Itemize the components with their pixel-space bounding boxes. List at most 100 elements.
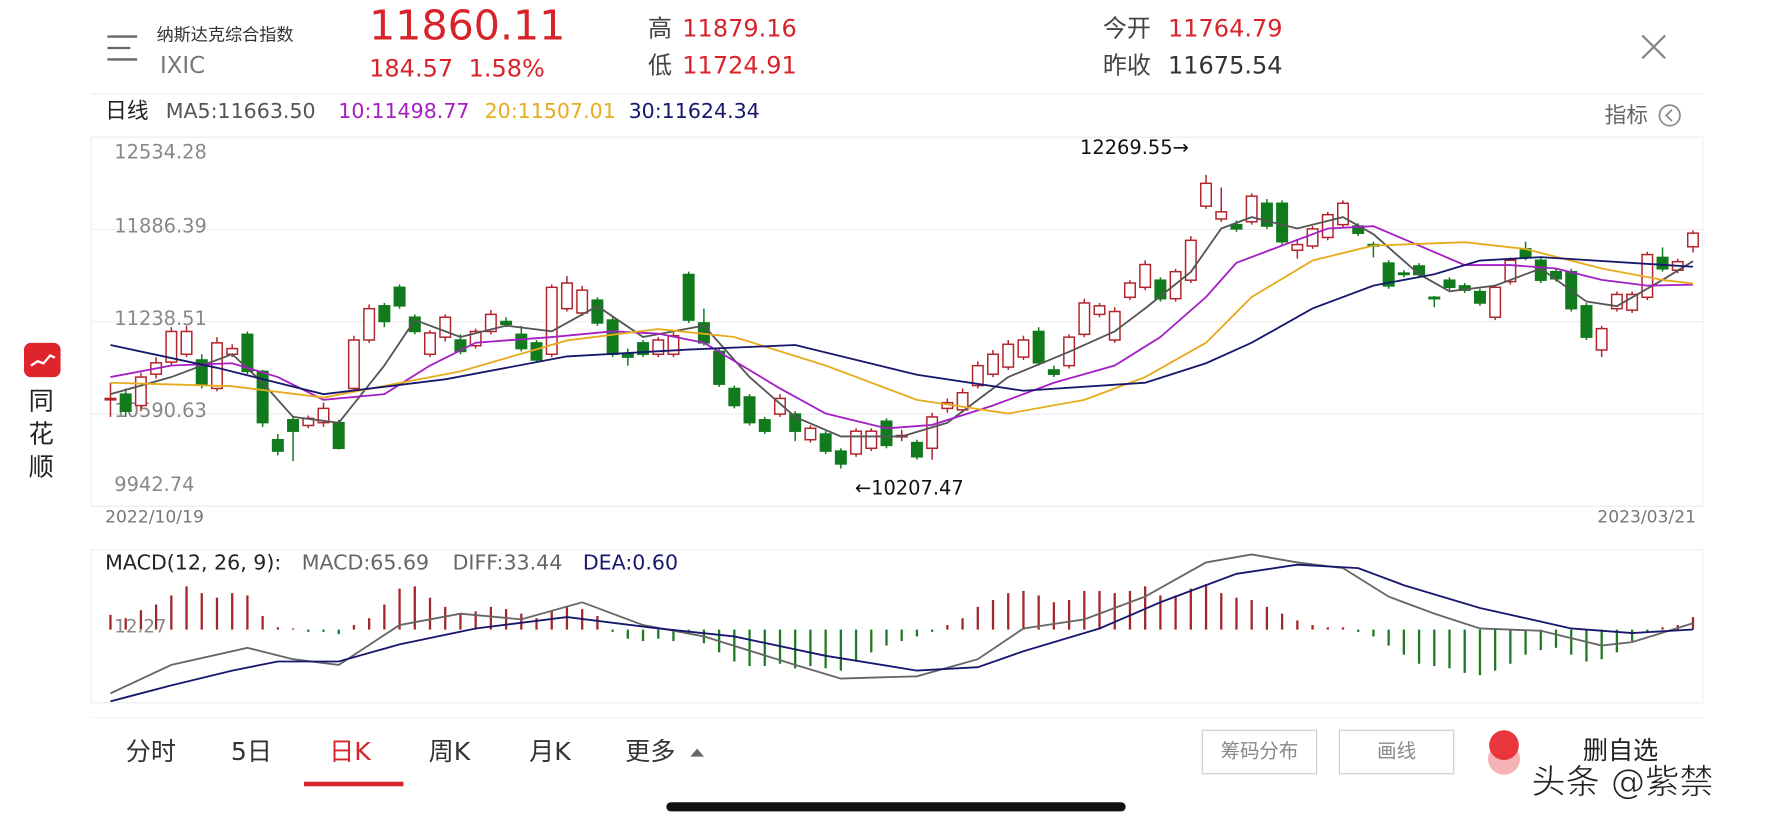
- prev-close: 11675.54: [1168, 51, 1283, 79]
- draw-button-box[interactable]: [1338, 729, 1455, 775]
- candle-body: [424, 332, 437, 356]
- tab[interactable]: 5日: [231, 737, 272, 766]
- candle-body: [378, 305, 391, 323]
- candle-body: [1002, 343, 1015, 368]
- candle-body: [1215, 211, 1228, 220]
- ma-legend: MA5:11663.50: [166, 99, 316, 123]
- annotation: 12269.55→: [1080, 136, 1189, 159]
- candle-body: [1154, 279, 1167, 300]
- kline-label: 日线: [105, 99, 148, 124]
- candle-body: [1382, 262, 1395, 287]
- candle-body: [728, 387, 741, 407]
- candle-body: [530, 342, 543, 361]
- macd-line: [110, 563, 1694, 703]
- candle-body: [637, 342, 650, 356]
- tab[interactable]: 周K: [429, 737, 471, 766]
- candle-body: [439, 316, 452, 338]
- ma-line: [110, 241, 1694, 415]
- macd-label: MACD(12, 26, 9):: [105, 550, 281, 574]
- candle-body: [758, 419, 771, 432]
- candle-body: [971, 364, 984, 387]
- candle-body: [165, 330, 178, 363]
- candle-body: [134, 376, 147, 407]
- candle-body: [363, 307, 376, 341]
- candle-body: [850, 430, 863, 455]
- prev-close-label: 昨收: [1103, 51, 1151, 79]
- y-tick-label: 9942.74: [114, 473, 194, 496]
- candle-body: [621, 353, 634, 358]
- candle-body: [347, 339, 360, 390]
- candle-body: [576, 289, 589, 314]
- candle-body: [545, 286, 558, 356]
- y-tick-label: 11886.39: [114, 215, 207, 238]
- tab[interactable]: 月K: [529, 737, 571, 766]
- tab[interactable]: 更多: [625, 737, 675, 766]
- open-label: 今开: [1103, 15, 1151, 43]
- candle-body: [1428, 296, 1441, 300]
- candle-body: [484, 313, 497, 333]
- candle-body: [1336, 202, 1349, 226]
- candle-body: [1078, 302, 1091, 336]
- candle-body: [1032, 330, 1045, 364]
- candle-body: [682, 273, 695, 321]
- sidebar-char: 顺: [29, 453, 54, 482]
- candle-body: [1017, 339, 1030, 358]
- candle-body: [1595, 327, 1608, 351]
- candle-body: [469, 330, 482, 347]
- candle-body: [743, 396, 756, 424]
- sidebar-char: 花: [29, 419, 54, 448]
- candle-body: [287, 419, 300, 432]
- candle-body: [271, 438, 284, 452]
- tab[interactable]: 日K: [329, 737, 371, 766]
- candle-body: [1626, 293, 1639, 311]
- x-tick-label: 2023/03/21: [1597, 508, 1696, 528]
- y-tick-label: 11238.51: [114, 307, 207, 330]
- tool-button[interactable]: 筹码分布: [1221, 740, 1299, 763]
- macd-legend: DIFF:33.44: [453, 550, 563, 574]
- candle-body: [393, 286, 406, 307]
- candle-body: [713, 350, 726, 385]
- candle-body: [1580, 305, 1593, 338]
- ma-line: [110, 216, 1694, 438]
- home-indicator: [666, 802, 1126, 812]
- watch-dot[interactable]: [1489, 730, 1519, 760]
- low-label: 低: [648, 51, 672, 79]
- chip-button-box[interactable]: [1201, 729, 1318, 775]
- candle-body: [834, 450, 847, 465]
- app-icon: [24, 342, 61, 378]
- menu-icon[interactable]: [107, 35, 138, 61]
- candle-body: [926, 416, 939, 450]
- candle-body: [317, 407, 330, 424]
- candle-body: [956, 391, 969, 411]
- macd-line: [110, 553, 1694, 695]
- candle-body: [1610, 293, 1623, 310]
- candle-body: [332, 421, 345, 450]
- candle-body: [865, 430, 878, 450]
- close-button[interactable]: [1641, 34, 1666, 60]
- candle-body: [1397, 272, 1410, 276]
- candle-body: [1443, 279, 1456, 289]
- watchlist-button[interactable]: 删自选: [1583, 736, 1658, 765]
- candle-body: [987, 353, 1000, 375]
- candle-body: [408, 316, 421, 333]
- indicator-icon[interactable]: [1658, 104, 1681, 127]
- index-name: 纳斯达克综合指数: [157, 25, 294, 45]
- macd-frame: [90, 549, 1704, 704]
- candle-body: [1139, 263, 1152, 289]
- tab[interactable]: 分时: [126, 737, 176, 766]
- candle-body: [652, 339, 665, 356]
- candle-body: [560, 282, 573, 310]
- change: 184.57: [369, 55, 453, 83]
- ma-legend: 10:11498.77: [338, 99, 469, 123]
- candle-body: [804, 427, 817, 441]
- candle-body: [1047, 369, 1060, 375]
- candle-body: [1230, 223, 1243, 230]
- candle-body: [195, 359, 208, 385]
- index-code: IXIC: [160, 53, 205, 79]
- candle-body: [1276, 202, 1289, 243]
- candle-body: [454, 339, 467, 353]
- candle-body: [104, 397, 117, 401]
- tool-button[interactable]: 画线: [1377, 740, 1416, 763]
- indicator-button[interactable]: 指标: [1605, 104, 1648, 129]
